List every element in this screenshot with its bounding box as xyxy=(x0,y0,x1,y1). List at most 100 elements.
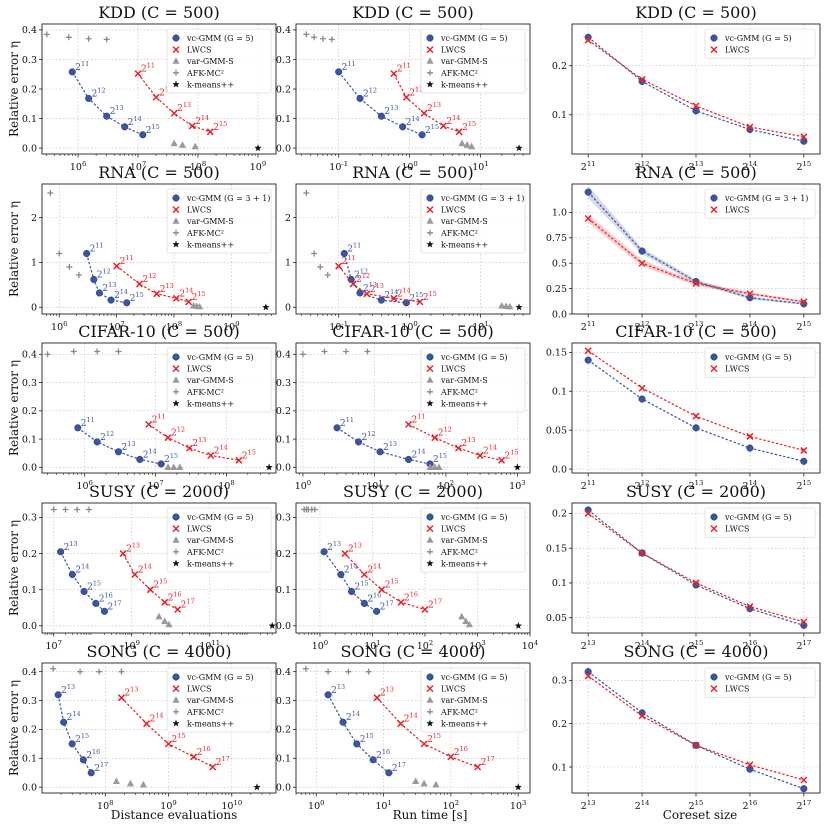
legend-marker xyxy=(426,34,434,42)
legend-marker xyxy=(710,194,718,202)
data-point xyxy=(139,780,147,788)
y-tick-label: 0.3 xyxy=(276,378,291,389)
legend-frame xyxy=(166,188,272,254)
data-point xyxy=(584,188,592,196)
legend-label: LWCS xyxy=(187,206,211,215)
data-point xyxy=(335,68,343,76)
series-km xyxy=(515,144,523,152)
data-point xyxy=(311,250,318,257)
point-label: 214 xyxy=(195,114,209,127)
point-label: 211 xyxy=(340,416,354,429)
data-point xyxy=(324,272,331,278)
y-tick-label: 0.05 xyxy=(546,613,567,624)
legend-marker xyxy=(426,194,434,202)
y-tick-label: 0.0 xyxy=(22,783,37,794)
legend: vc-GMM (G = 5) LWCS xyxy=(704,28,816,59)
y-axis-label-row-4: Relative error η xyxy=(7,520,21,616)
point-label: 213 xyxy=(363,281,377,294)
point-label: 215 xyxy=(425,123,439,136)
data-point xyxy=(164,463,172,470)
data-point xyxy=(353,740,361,748)
data-point xyxy=(90,275,98,284)
x-tick-label: 103 xyxy=(509,479,525,492)
data-point xyxy=(418,131,426,139)
point-label: 212 xyxy=(100,430,114,443)
legend-frame xyxy=(420,28,526,94)
data-point xyxy=(800,133,808,141)
data-point xyxy=(333,424,341,432)
point-label: 213 xyxy=(462,436,476,449)
data-point xyxy=(176,463,184,470)
data-point xyxy=(170,139,178,147)
legend-label: AFK-MC² xyxy=(440,708,478,717)
y-tick-label: 0.3 xyxy=(276,55,291,66)
point-label: 214 xyxy=(150,712,164,725)
legend-label: vc-GMM (G = 5) xyxy=(440,353,508,362)
series-var xyxy=(412,777,440,788)
legend-marker xyxy=(172,696,180,703)
x-tick-label: 213 xyxy=(581,639,596,652)
point-label: 215 xyxy=(409,291,423,304)
point-label: 215 xyxy=(130,291,144,304)
x-tick-label: 10-1 xyxy=(329,320,348,333)
y-tick-label: 0.0 xyxy=(22,463,37,474)
point-label: 213 xyxy=(331,683,345,696)
legend-label: vc-GMM (G = 5) xyxy=(724,353,792,362)
y-axis-label-row-5: Relative error η xyxy=(7,680,21,776)
data-point xyxy=(268,621,276,629)
data-point xyxy=(302,665,309,672)
data-point xyxy=(404,455,413,463)
x-tick-label: 102 xyxy=(417,639,433,652)
data-point xyxy=(467,142,476,150)
legend-frame xyxy=(420,347,526,413)
series-afk xyxy=(47,189,82,278)
data-point xyxy=(692,424,700,432)
chart-panel-14: SONG (C = 4000) 0.0 0.1 0.2 0.3 0.4 100 101 102 1… xyxy=(276,642,531,812)
legend-label: LWCS xyxy=(187,46,211,55)
point-label: 215 xyxy=(505,448,519,461)
legend-marker xyxy=(710,353,718,361)
legend-marker xyxy=(710,365,718,373)
legend-label: AFK-MC² xyxy=(186,548,224,557)
y-tick-label: 0.3 xyxy=(552,676,567,687)
series-line xyxy=(587,191,804,305)
point-label: 211 xyxy=(397,62,411,75)
legend-label: var-GMM-S xyxy=(186,536,234,545)
legend-label: k-means++ xyxy=(441,399,488,408)
series-var xyxy=(498,301,514,310)
series-km xyxy=(262,303,270,311)
data-point xyxy=(209,763,217,771)
data-point xyxy=(112,777,121,785)
series-var xyxy=(170,139,199,150)
data-point xyxy=(431,434,439,442)
series-km xyxy=(513,463,522,471)
y-tick-label: 0.15 xyxy=(546,543,567,554)
legend-marker xyxy=(172,206,180,214)
data-point xyxy=(515,144,523,152)
chart-panel-3: KDD (C = 500) 0.1 0.2 211 212 213 214 215 vc-GMM… xyxy=(552,3,821,173)
chart-title: KDD (C = 500) xyxy=(98,3,220,22)
data-point xyxy=(303,189,310,196)
data-point xyxy=(107,296,115,304)
point-label: 214 xyxy=(404,712,418,725)
point-label: 215 xyxy=(192,290,206,303)
data-point xyxy=(114,448,123,456)
y-tick-label: 1.0 xyxy=(552,208,567,219)
y-tick-label: 0 xyxy=(31,303,37,314)
chart-panel-9: CIFAR-10 (C = 500) 0.0 0.05 0.1 0.15 211 212 21… xyxy=(546,322,821,492)
x-tick-label: 1010 xyxy=(221,799,242,812)
x-tick-label: 101 xyxy=(472,160,488,173)
x-tick-label: 100 xyxy=(312,639,328,652)
legend-label: AFK-MC² xyxy=(440,548,478,557)
legend-label: AFK-MC² xyxy=(440,229,478,238)
point-label: 213 xyxy=(61,683,75,696)
x-tick-label: 214 xyxy=(635,799,650,812)
y-tick-label: 0.1 xyxy=(22,585,37,596)
data-point xyxy=(390,70,398,78)
x-tick-label: 101 xyxy=(364,639,380,652)
data-point xyxy=(355,438,363,446)
legend-label: vc-GMM (G = 5) xyxy=(440,513,508,522)
x-tick-label: 212 xyxy=(635,160,650,173)
chart-panel-2: KDD (C = 500) 0.0 0.1 0.2 0.3 0.4 10-1 100 101 21… xyxy=(276,3,531,173)
